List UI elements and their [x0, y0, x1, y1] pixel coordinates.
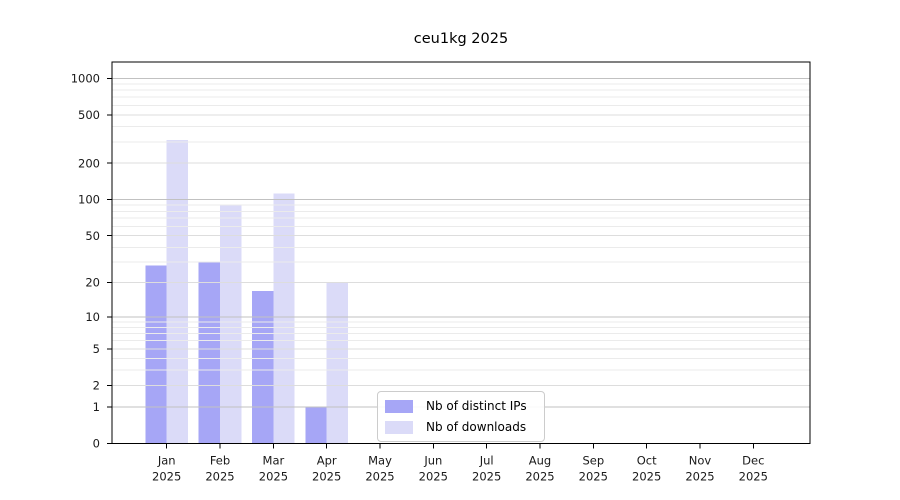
y-tick-label-5: 5	[93, 342, 100, 356]
x-tick-label-month-oct: Oct	[637, 454, 657, 468]
x-tick-label-month-mar: Mar	[263, 454, 285, 468]
gridlines-group	[112, 77, 810, 408]
bars-group	[145, 140, 348, 444]
bar-downloads-jan	[166, 140, 188, 444]
x-tick-label-year-aug: 2025	[525, 470, 554, 484]
tick-marks-group	[107, 77, 754, 449]
x-tick-label-year-jun: 2025	[419, 470, 448, 484]
bar-downloads-apr	[326, 282, 348, 444]
x-tick-label-year-sep: 2025	[579, 470, 608, 484]
y-tick-label-10: 10	[85, 310, 100, 324]
legend-swatch-distinct-ips	[385, 399, 413, 413]
x-tick-label-month-aug: Aug	[529, 454, 551, 468]
y-tick-label-200: 200	[78, 156, 100, 170]
legend-label-distinct-ips: Nb of distinct IPs	[426, 399, 527, 413]
x-tick-label-year-jan: 2025	[152, 470, 181, 484]
y-tick-label-100: 100	[78, 193, 100, 207]
x-tick-label-month-jul: Jul	[479, 454, 494, 468]
x-tick-label-month-feb: Feb	[210, 454, 230, 468]
x-tick-label-month-jun: Jun	[423, 454, 442, 468]
x-tick-label-month-jan: Jan	[157, 454, 176, 468]
legend: Nb of distinct IPs Nb of downloads	[377, 391, 545, 442]
y-tick-label-20: 20	[85, 276, 100, 290]
x-tick-label-year-oct: 2025	[632, 470, 661, 484]
x-tick-label-year-mar: 2025	[259, 470, 288, 484]
x-tick-label-month-apr: Apr	[317, 454, 337, 468]
x-tick-label-year-nov: 2025	[685, 470, 714, 484]
legend-swatch-downloads	[385, 420, 413, 434]
legend-item-distinct-ips: Nb of distinct IPs	[385, 397, 536, 415]
tick-labels-group: 0 1 2 5 10 20 50 100 200 500 1000 Jan 2025 Feb 2025 Mar…	[71, 72, 768, 484]
bar-distinct-ips-mar	[252, 290, 274, 444]
x-tick-label-year-may: 2025	[365, 470, 394, 484]
x-tick-label-year-feb: 2025	[205, 470, 234, 484]
y-tick-label-0: 0	[93, 437, 100, 451]
bar-distinct-ips-jan	[145, 265, 167, 444]
y-tick-label-500: 500	[78, 108, 100, 122]
bar-downloads-feb	[220, 205, 242, 444]
x-tick-label-year-apr: 2025	[312, 470, 341, 484]
plot-border	[111, 61, 811, 444]
bar-downloads-mar	[273, 193, 295, 444]
y-tick-label-1: 1	[93, 400, 100, 414]
x-tick-label-month-sep: Sep	[582, 454, 604, 468]
x-tick-label-month-may: May	[368, 454, 392, 468]
x-tick-label-year-dec: 2025	[739, 470, 768, 484]
bar-distinct-ips-feb	[198, 262, 220, 444]
x-tick-label-year-jul: 2025	[472, 470, 501, 484]
legend-item-downloads: Nb of downloads	[385, 418, 536, 436]
y-tick-label-1000: 1000	[71, 72, 100, 86]
x-tick-label-month-dec: Dec	[742, 454, 764, 468]
y-tick-label-50: 50	[85, 229, 100, 243]
x-tick-label-month-nov: Nov	[689, 454, 712, 468]
y-tick-label-2: 2	[93, 379, 100, 393]
chart-title: ceu1kg 2025	[413, 31, 509, 47]
bar-distinct-ips-apr	[305, 406, 327, 444]
legend-label-downloads: Nb of downloads	[426, 420, 527, 434]
